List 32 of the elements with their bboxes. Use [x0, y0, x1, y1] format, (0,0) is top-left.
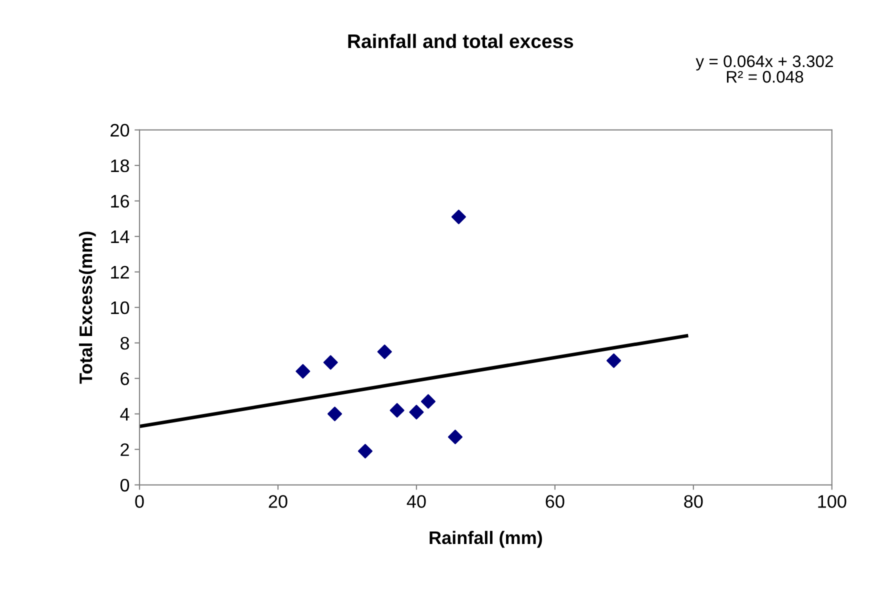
y-tick-label: 6 [120, 372, 130, 386]
y-tick-label: 16 [111, 194, 130, 208]
y-tick-label: 4 [120, 408, 130, 420]
point [323, 355, 338, 370]
y-tick-label: 14 [111, 230, 130, 243]
y-tick-label: 18 [111, 159, 130, 172]
x-tick-label: 20 [268, 495, 288, 508]
chart-title: Rainfall and total excess [348, 34, 574, 48]
point [420, 394, 436, 409]
y-tick-label: 0 [120, 478, 130, 492]
x-tick-label: 100 [818, 495, 846, 508]
y-tick-label: 10 [111, 301, 130, 314]
point [377, 344, 392, 360]
y-tick-label: 8 [120, 336, 130, 350]
point [448, 430, 463, 444]
y-axis-title: Total Excess(mm) [78, 232, 96, 384]
point [327, 406, 342, 422]
point [390, 403, 404, 418]
x-tick-label: 60 [546, 495, 564, 508]
point [296, 364, 310, 379]
y-tick-label: 20 [110, 124, 130, 137]
x-axis-title: Rainfall (mm) [430, 530, 542, 548]
x-tick-label: 0 [135, 495, 144, 508]
text: y = 0.064x + 3.302 R² = 0.048 [696, 55, 833, 83]
x-tick-label: 40 [406, 495, 426, 508]
y-tick-label: 12 [111, 266, 129, 278]
x-tick-label: 80 [684, 495, 703, 508]
point [451, 210, 466, 224]
point [606, 353, 622, 368]
point [409, 404, 424, 420]
y-tick-label: 2 [120, 443, 129, 456]
point [358, 444, 373, 458]
